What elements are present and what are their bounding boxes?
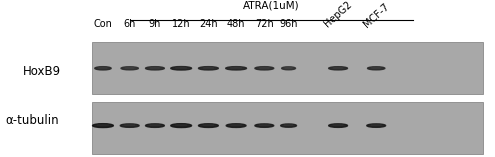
Text: Con: Con	[94, 19, 112, 29]
Ellipse shape	[226, 124, 246, 127]
Text: 6h: 6h	[124, 19, 136, 29]
Ellipse shape	[255, 67, 274, 70]
Ellipse shape	[333, 67, 343, 68]
Ellipse shape	[171, 124, 192, 127]
Ellipse shape	[371, 67, 381, 68]
Text: 48h: 48h	[227, 19, 246, 29]
Ellipse shape	[230, 67, 242, 68]
Ellipse shape	[203, 67, 214, 68]
Text: ATRA(1uM): ATRA(1uM)	[243, 1, 299, 11]
Ellipse shape	[146, 124, 164, 127]
Ellipse shape	[125, 67, 135, 68]
Ellipse shape	[150, 67, 160, 68]
Text: MCF-7: MCF-7	[361, 1, 391, 29]
Text: HepG2: HepG2	[322, 0, 354, 29]
Ellipse shape	[259, 67, 269, 68]
Text: 9h: 9h	[148, 19, 161, 29]
Ellipse shape	[281, 124, 297, 127]
Ellipse shape	[198, 67, 218, 70]
Ellipse shape	[367, 67, 385, 70]
Text: HoxB9: HoxB9	[23, 65, 61, 78]
Ellipse shape	[367, 124, 386, 127]
Ellipse shape	[175, 67, 187, 68]
Ellipse shape	[198, 124, 218, 127]
Bar	[92, 42, 483, 94]
Ellipse shape	[93, 124, 113, 127]
Ellipse shape	[120, 124, 139, 127]
Ellipse shape	[282, 67, 296, 70]
Ellipse shape	[329, 124, 347, 127]
Ellipse shape	[255, 124, 274, 127]
Text: 24h: 24h	[199, 19, 218, 29]
Ellipse shape	[121, 67, 138, 70]
Ellipse shape	[99, 67, 107, 68]
Ellipse shape	[329, 67, 347, 70]
Ellipse shape	[146, 67, 164, 70]
Text: 96h: 96h	[279, 19, 298, 29]
Ellipse shape	[226, 67, 247, 70]
Bar	[92, 102, 483, 154]
Text: 12h: 12h	[172, 19, 191, 29]
Text: 72h: 72h	[255, 19, 274, 29]
Ellipse shape	[95, 67, 111, 70]
Ellipse shape	[171, 67, 192, 70]
Text: α-tubulin: α-tubulin	[5, 114, 59, 127]
